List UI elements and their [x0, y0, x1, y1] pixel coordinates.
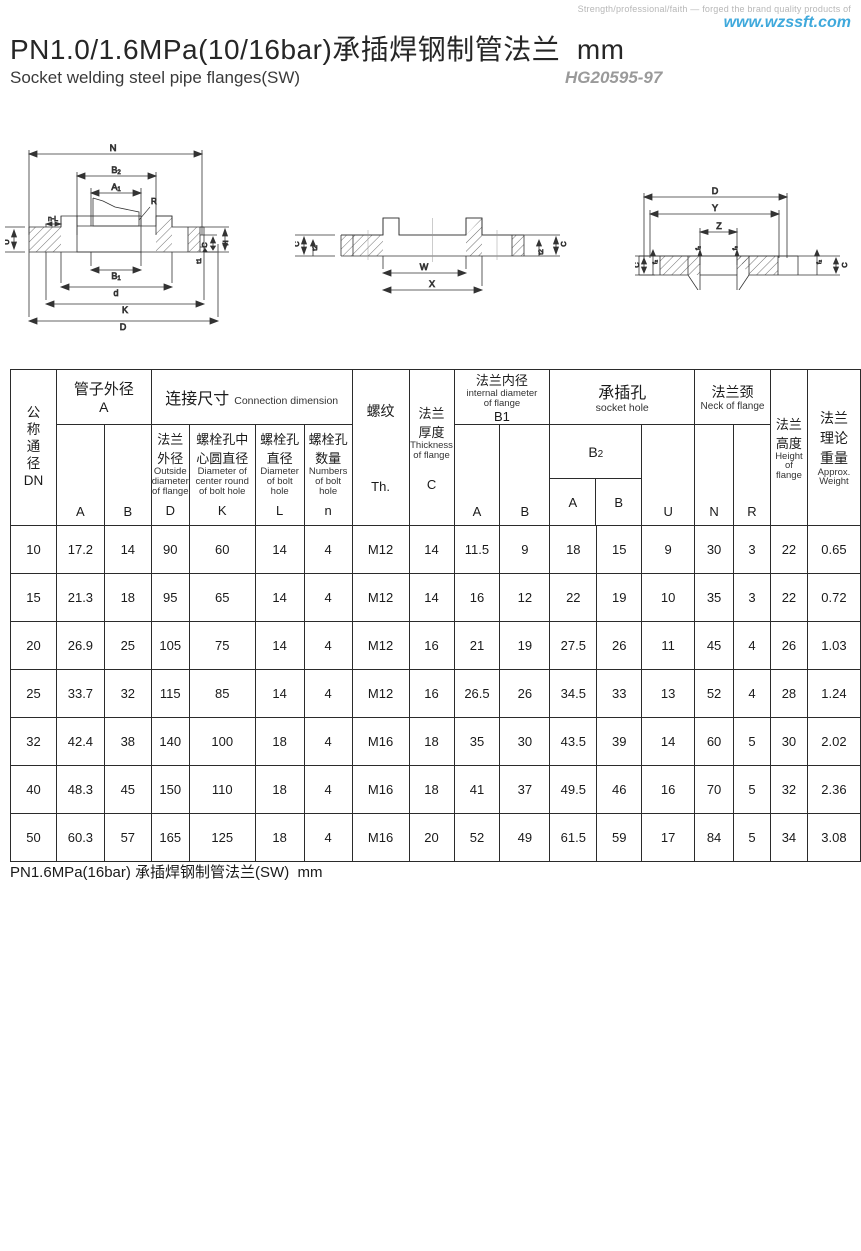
- svg-text:B1: B1: [111, 271, 121, 282]
- svg-text:W: W: [420, 262, 429, 272]
- svg-text:U: U: [5, 239, 11, 244]
- svg-text:B2: B2: [111, 165, 121, 176]
- svg-text:K: K: [122, 305, 128, 315]
- svg-text:Y: Y: [712, 203, 718, 213]
- svg-text:f₃: f₃: [733, 245, 739, 250]
- svg-text:C: C: [840, 262, 849, 268]
- svg-text:D: D: [712, 186, 719, 196]
- svg-text:C: C: [295, 241, 301, 247]
- svg-text:t1: t1: [196, 258, 203, 264]
- svg-text:Z: Z: [716, 221, 722, 231]
- svg-text:n-L: n-L: [48, 216, 58, 223]
- svg-text:A1: A1: [111, 182, 121, 193]
- svg-text:R: R: [151, 197, 157, 206]
- svg-text:C: C: [635, 262, 641, 268]
- svg-text:C: C: [559, 241, 568, 247]
- svg-text:D: D: [120, 322, 127, 332]
- svg-text:N: N: [110, 143, 117, 154]
- svg-text:d: d: [113, 288, 118, 298]
- svg-text:f₂: f₂: [696, 245, 702, 250]
- svg-text:X: X: [429, 279, 435, 289]
- svg-text:H: H: [221, 240, 230, 245]
